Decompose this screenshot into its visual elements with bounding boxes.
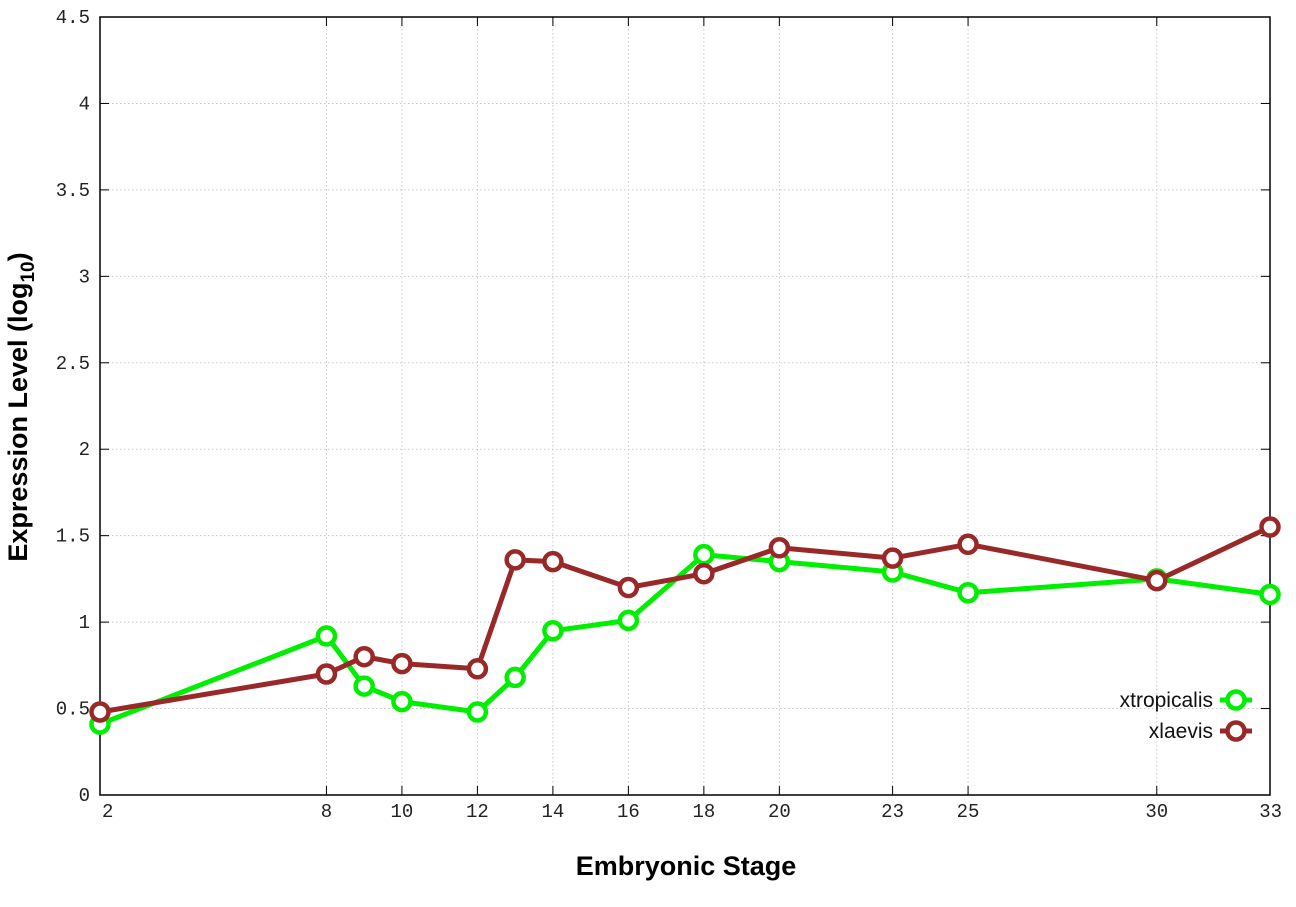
x-tick-label: 2 <box>102 801 113 823</box>
data-point <box>504 666 526 689</box>
y-tick-label: 1 <box>79 612 90 634</box>
data-point <box>542 550 564 573</box>
data-point <box>693 562 715 585</box>
y-tick-label: 4 <box>79 93 90 115</box>
y-tick-label: 2.5 <box>56 353 90 375</box>
data-point <box>466 658 489 680</box>
x-tick-label: 12 <box>466 801 489 823</box>
series-layer <box>89 516 1281 735</box>
data-point <box>768 537 791 559</box>
data-point <box>353 645 375 668</box>
y-tick-label: 4.5 <box>56 7 90 29</box>
data-point <box>881 547 904 569</box>
data-point <box>957 533 979 556</box>
x-tick-label: 18 <box>692 801 715 823</box>
data-point <box>1259 516 1281 538</box>
x-tick-label: 8 <box>321 801 332 823</box>
legend-label: xlaevis <box>1149 720 1213 743</box>
x-tick-label: 10 <box>391 801 414 823</box>
plot-frame <box>99 16 1271 796</box>
x-tick-label: 16 <box>617 801 640 823</box>
x-tick-label: 20 <box>768 801 791 823</box>
legend: xtropicalis xlaevis <box>1120 689 1252 743</box>
data-point <box>1259 583 1281 606</box>
y-tick-label: 1.5 <box>56 526 90 548</box>
data-point <box>693 543 715 566</box>
data-point <box>353 675 375 697</box>
x-tick-labels: 2 8 10 12 14 16 18 20 23 25 30 33 <box>102 801 1282 823</box>
data-point <box>466 701 489 723</box>
x-tick-label: 30 <box>1145 801 1168 823</box>
legend-marker <box>1225 720 1247 742</box>
series-xlaevis <box>89 516 1281 723</box>
data-point <box>315 663 338 685</box>
x-tick-label: 14 <box>541 801 564 823</box>
x-tick-label: 33 <box>1259 801 1282 823</box>
x-axis-title: Embryonic Stage <box>576 851 797 881</box>
x-tick-label: 25 <box>957 801 980 823</box>
legend-label: xtropicalis <box>1120 689 1213 712</box>
data-point <box>957 581 979 604</box>
data-point <box>1146 569 1168 592</box>
tick-marks <box>99 16 1271 796</box>
y-tick-label: 0.5 <box>56 699 90 721</box>
data-point <box>391 652 413 675</box>
data-point <box>542 620 564 642</box>
data-point <box>391 690 413 713</box>
legend-marker <box>1225 689 1247 711</box>
y-tick-label: 2 <box>79 439 90 461</box>
y-tick-label: 3.5 <box>56 180 90 202</box>
y-tick-label: 3 <box>79 266 90 288</box>
y-axis-title-subscript: 10 <box>18 261 39 282</box>
y-axis-title-close: ) <box>3 252 33 261</box>
y-tick-label: 0 <box>79 785 90 807</box>
data-point <box>617 576 640 599</box>
data-point <box>89 701 111 723</box>
y-axis-title: Expression Level (log10) <box>3 252 39 561</box>
data-point <box>315 625 338 647</box>
x-tick-label: 23 <box>881 801 904 823</box>
y-tick-labels: 0 0.5 1 1.5 2 2.5 3 3.5 4 4.5 <box>56 7 90 807</box>
data-point <box>617 609 640 632</box>
y-axis-title-main: Expression Level (log <box>3 283 33 562</box>
data-point <box>504 549 526 571</box>
